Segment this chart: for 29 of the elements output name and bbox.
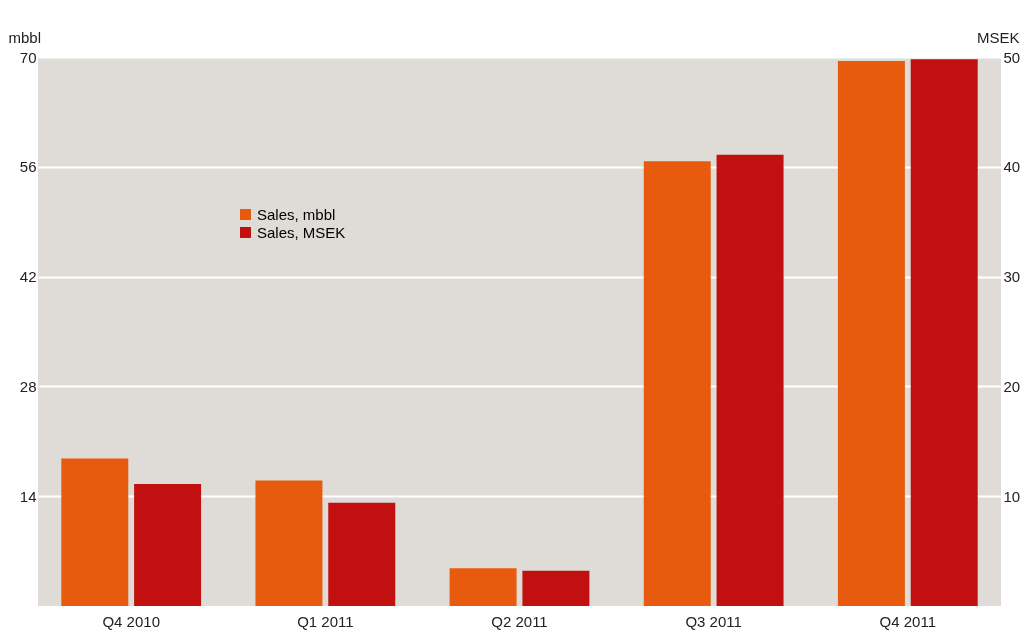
x-tick-label: Q3 2011 — [685, 612, 742, 630]
legend-label: Sales, mbbl — [257, 205, 336, 223]
bar — [716, 154, 784, 606]
y2-tick-label: 20 — [1003, 377, 1021, 395]
bar — [910, 59, 978, 606]
y2-tick-label: 40 — [1003, 158, 1021, 176]
legend-label: Sales, MSEK — [257, 223, 346, 241]
y2-tick-label: 30 — [1003, 268, 1021, 286]
y-tick-label: 70 — [19, 48, 37, 66]
x-tick-label: Q2 2011 — [491, 612, 548, 630]
bar — [449, 568, 517, 606]
bar — [255, 480, 323, 606]
y2-tick-label: 50 — [1003, 48, 1021, 66]
y-tick-label: 42 — [19, 268, 37, 286]
y-tick-label: 28 — [19, 377, 37, 395]
y-axis-title: mbbl — [8, 28, 42, 46]
y2-tick-label: 10 — [1003, 487, 1021, 505]
bar — [522, 570, 590, 606]
y-tick-label: 56 — [19, 158, 37, 176]
bar — [643, 161, 711, 606]
x-tick-label: Q4 2011 — [879, 612, 937, 630]
bar — [61, 458, 129, 606]
x-tick-label: Q1 2011 — [297, 612, 354, 630]
x-tick-label: Q4 2010 — [102, 612, 160, 630]
bar — [837, 60, 905, 606]
bar — [134, 484, 202, 606]
y-tick-label: 14 — [19, 487, 37, 505]
bar — [328, 502, 396, 606]
y2-axis-title: MSEK — [976, 28, 1020, 46]
